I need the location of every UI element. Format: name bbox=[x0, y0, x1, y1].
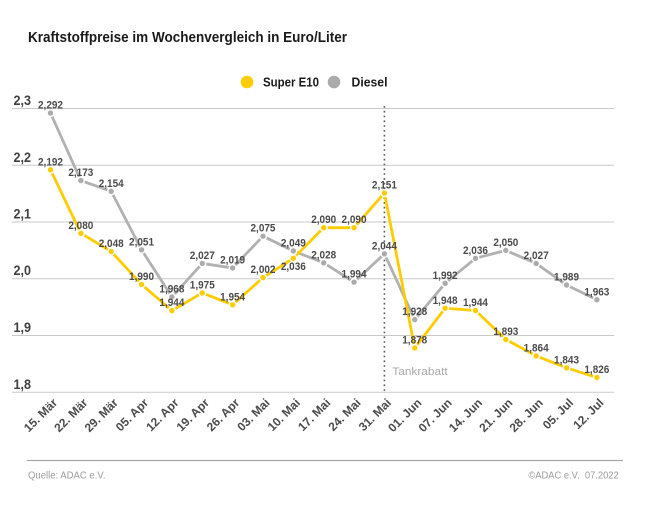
svg-text:1,9: 1,9 bbox=[14, 320, 32, 335]
svg-text:2,051: 2,051 bbox=[129, 236, 154, 248]
svg-text:1,954: 1,954 bbox=[220, 291, 245, 303]
svg-text:2,050: 2,050 bbox=[493, 237, 518, 249]
svg-text:2,154: 2,154 bbox=[99, 178, 124, 190]
svg-text:2,1: 2,1 bbox=[14, 207, 32, 222]
svg-text:1,878: 1,878 bbox=[402, 334, 427, 346]
svg-text:2,3: 2,3 bbox=[14, 93, 32, 108]
svg-text:2,080: 2,080 bbox=[68, 220, 93, 232]
svg-text:1,992: 1,992 bbox=[433, 270, 458, 282]
svg-text:1,928: 1,928 bbox=[402, 306, 427, 318]
svg-text:1,990: 1,990 bbox=[129, 271, 154, 283]
svg-text:1,944: 1,944 bbox=[463, 297, 488, 309]
svg-text:Kraftstoffpreise im Wochenverg: Kraftstoffpreise im Wochenvergleich in E… bbox=[28, 29, 347, 46]
svg-text:2,027: 2,027 bbox=[524, 250, 549, 262]
svg-text:2,044: 2,044 bbox=[372, 240, 397, 252]
svg-text:1,843: 1,843 bbox=[554, 354, 579, 366]
svg-text:1,948: 1,948 bbox=[433, 295, 458, 307]
svg-text:2,151: 2,151 bbox=[372, 180, 397, 192]
svg-text:Diesel: Diesel bbox=[352, 75, 388, 90]
svg-text:1,893: 1,893 bbox=[493, 326, 518, 338]
svg-text:1,994: 1,994 bbox=[342, 269, 367, 281]
svg-text:2,090: 2,090 bbox=[311, 214, 336, 226]
svg-text:©ADAC e.V. 07.2022: ©ADAC e.V. 07.2022 bbox=[528, 471, 619, 482]
svg-text:1,8: 1,8 bbox=[14, 377, 32, 392]
svg-text:1,989: 1,989 bbox=[554, 271, 579, 283]
svg-text:2,075: 2,075 bbox=[250, 223, 275, 235]
svg-text:1,826: 1,826 bbox=[584, 364, 609, 376]
svg-text:Super E10: Super E10 bbox=[263, 75, 319, 90]
svg-text:2,036: 2,036 bbox=[281, 261, 306, 273]
svg-text:2,048: 2,048 bbox=[99, 238, 124, 250]
svg-text:2,036: 2,036 bbox=[463, 245, 488, 257]
svg-text:2,019: 2,019 bbox=[220, 254, 245, 266]
svg-text:Tankrabatt: Tankrabatt bbox=[392, 366, 448, 378]
svg-text:2,173: 2,173 bbox=[68, 167, 93, 179]
svg-text:1,864: 1,864 bbox=[524, 342, 549, 354]
svg-text:Quelle: ADAC e.V.: Quelle: ADAC e.V. bbox=[28, 471, 106, 482]
svg-text:1,975: 1,975 bbox=[190, 279, 215, 291]
svg-text:2,090: 2,090 bbox=[342, 214, 367, 226]
svg-text:2,292: 2,292 bbox=[38, 100, 63, 112]
svg-text:2,0: 2,0 bbox=[14, 263, 32, 278]
svg-text:2,002: 2,002 bbox=[250, 264, 275, 276]
svg-text:2,027: 2,027 bbox=[190, 250, 215, 262]
svg-text:2,192: 2,192 bbox=[38, 156, 63, 168]
svg-text:2,049: 2,049 bbox=[281, 237, 306, 249]
svg-text:1,968: 1,968 bbox=[159, 283, 184, 295]
svg-text:2,028: 2,028 bbox=[311, 249, 336, 261]
svg-text:2,2: 2,2 bbox=[14, 150, 32, 165]
svg-text:1,944: 1,944 bbox=[159, 297, 184, 309]
svg-text:1,963: 1,963 bbox=[584, 286, 609, 298]
